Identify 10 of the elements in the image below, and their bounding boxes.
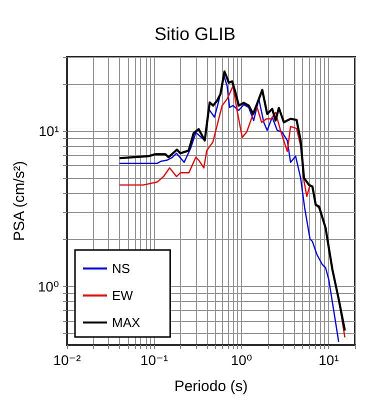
legend-label: EW (112, 288, 134, 303)
x-tick-label: 10⁻¹ (140, 352, 168, 368)
x-tick-label: 10¹ (318, 352, 340, 368)
chart-title: Sitio GLIB (154, 24, 236, 44)
x-tick-label: 10⁻² (53, 352, 82, 368)
legend-label: MAX (112, 315, 140, 330)
y-axis-title: PSA (cm/s²) (10, 160, 28, 242)
x-tick-label: 10⁰ (230, 352, 252, 368)
x-axis-title: Periodo (s) (174, 378, 248, 395)
legend-label: NS (112, 261, 130, 276)
